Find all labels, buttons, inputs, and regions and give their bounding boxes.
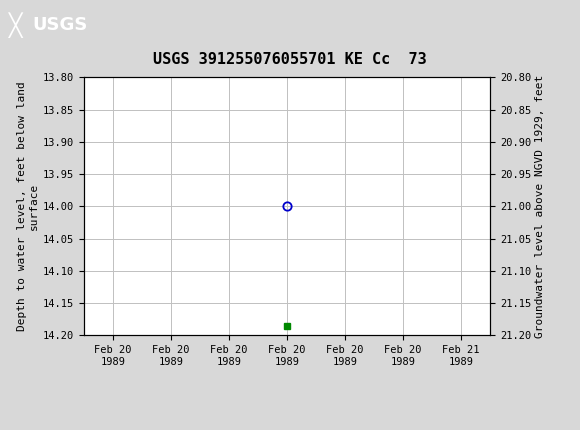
Text: USGS: USGS [32,16,87,34]
Y-axis label: Depth to water level, feet below land
surface: Depth to water level, feet below land su… [17,82,39,331]
Text: ╳: ╳ [9,12,22,37]
Text: USGS 391255076055701 KE Cc  73: USGS 391255076055701 KE Cc 73 [153,52,427,67]
Y-axis label: Groundwater level above NGVD 1929, feet: Groundwater level above NGVD 1929, feet [535,75,545,338]
